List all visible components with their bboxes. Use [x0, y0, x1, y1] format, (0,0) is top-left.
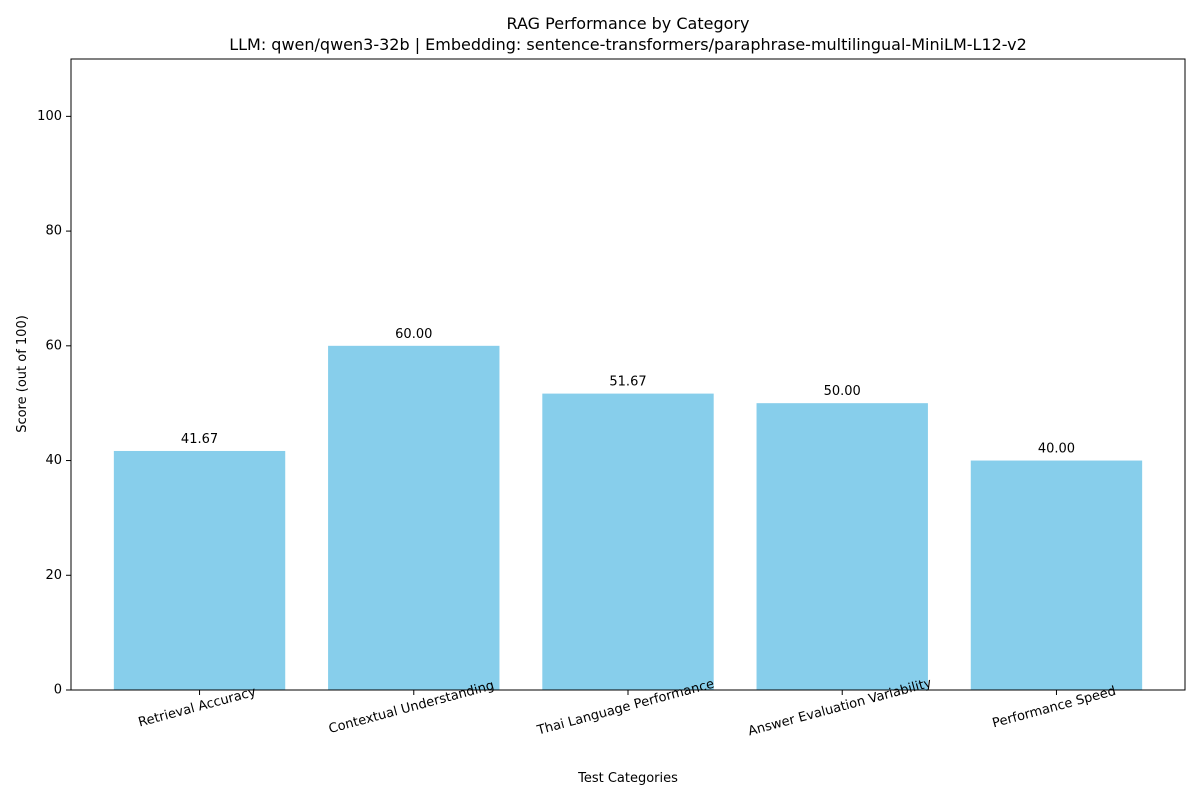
chart-subtitle: LLM: qwen/qwen3-32b | Embedding: sentenc…	[229, 35, 1027, 54]
bar	[113, 450, 286, 690]
value-labels-group: 41.67 60.00 51.67 50.00 40.00	[181, 327, 1075, 457]
x-axis-label: Test Categories	[577, 771, 678, 786]
bar-value-label: 60.00	[395, 327, 432, 342]
y-axis-label: Score (out of 100)	[15, 315, 30, 433]
y-tick-label: 60	[45, 338, 62, 353]
x-tick-label: Retrieval Accuracy	[137, 685, 258, 731]
y-tick-label: 80	[45, 224, 62, 239]
bars-group	[113, 345, 1143, 690]
x-tick-label: Performance Speed	[991, 684, 1118, 731]
bar	[328, 345, 500, 690]
plot-frame	[70, 58, 1186, 691]
y-tick-label: 100	[37, 109, 62, 124]
y-tick-label: 0	[54, 683, 62, 698]
bar-value-label: 41.67	[181, 432, 218, 447]
chart-title: RAG Performance by Category	[507, 14, 750, 33]
y-tick-label: 40	[45, 453, 62, 468]
y-tick-label: 20	[45, 568, 62, 583]
bar	[970, 460, 1143, 690]
bar-value-label: 51.67	[609, 375, 646, 390]
bar-value-label: 50.00	[824, 384, 861, 399]
bar	[542, 393, 714, 690]
bar-value-label: 40.00	[1038, 442, 1075, 457]
bar	[756, 403, 928, 690]
y-axis: 0 20 40 60 80 100	[37, 109, 71, 698]
